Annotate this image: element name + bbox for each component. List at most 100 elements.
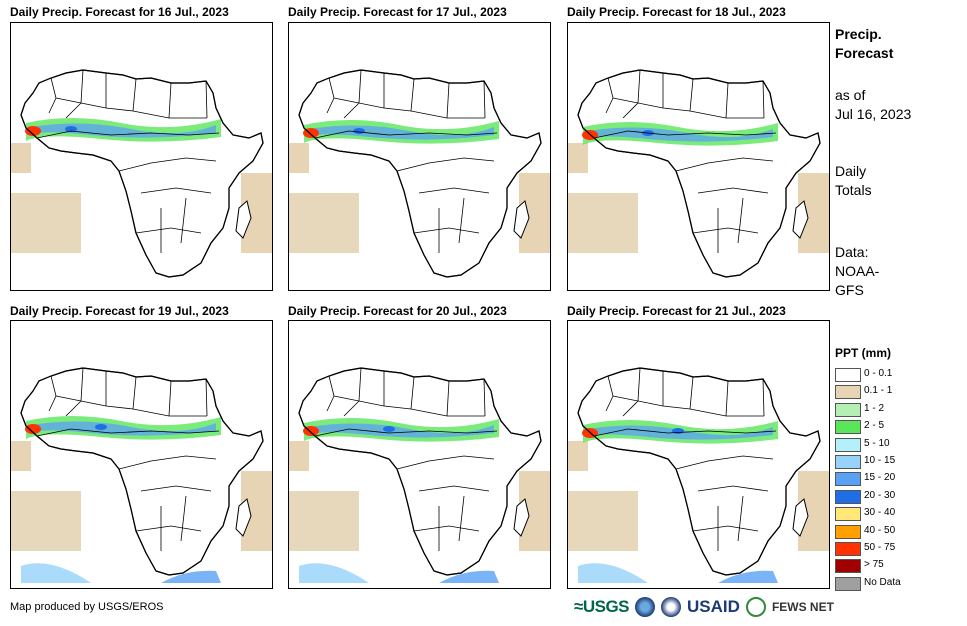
country-border: [762, 80, 765, 119]
country-border: [692, 525, 759, 532]
legend-swatch: [835, 576, 861, 591]
country-border: [689, 376, 694, 410]
coastline: [20, 367, 264, 576]
fews-net-logo: FEWS NET: [771, 600, 834, 614]
southern-rain: [439, 570, 499, 583]
country-border: [446, 380, 450, 417]
intense-rain-spot: [95, 424, 107, 430]
legend-swatch: [835, 454, 861, 469]
agency-logos: ≈USGS USAID FEWS NET: [574, 596, 834, 618]
country-border: [612, 97, 764, 119]
usaid-logo: USAID: [687, 597, 740, 616]
country-border: [483, 80, 486, 119]
coastline: [577, 367, 821, 576]
legend-swatch: [835, 524, 861, 539]
intense-rain-spot: [383, 426, 395, 432]
map-panel-3: [567, 22, 830, 291]
side-heading: Precip. Forecast: [835, 26, 894, 61]
legend-swatch: [835, 507, 861, 522]
country-border: [314, 130, 498, 139]
country-border: [205, 378, 208, 417]
madagascar-outline: [513, 200, 530, 239]
country-border: [446, 82, 450, 119]
fews-globe-icon: [745, 597, 766, 617]
madagascar-outline: [513, 498, 530, 537]
legend-label: 10 - 15: [864, 454, 896, 466]
country-border: [168, 380, 172, 417]
country-border: [135, 525, 202, 532]
country-border: [180, 495, 187, 542]
country-border: [418, 485, 490, 492]
map-panel-6: [567, 320, 830, 589]
light-precip-area: [289, 441, 309, 471]
panel-title-5: Daily Precip. Forecast for 20 Jul., 2023: [288, 304, 507, 318]
madagascar-outline: [792, 200, 809, 239]
legend-label: 30 - 40: [864, 507, 896, 519]
country-border: [458, 197, 465, 244]
country-border: [180, 197, 187, 244]
intense-rain-spot: [353, 128, 365, 134]
country-border: [396, 455, 495, 470]
light-precip-area: [11, 441, 31, 471]
country-border: [205, 80, 208, 119]
country-border: [36, 428, 220, 437]
panel-title-4: Daily Precip. Forecast for 19 Jul., 2023: [10, 304, 229, 318]
map-panel-1: [10, 22, 273, 291]
country-border: [697, 187, 769, 194]
country-border: [483, 378, 486, 417]
light-precip-area: [289, 193, 359, 253]
light-precip-area: [568, 441, 588, 471]
country-border: [762, 378, 765, 417]
country-border: [675, 455, 774, 470]
light-precip-area: [11, 193, 81, 253]
light-precip-area: [568, 491, 638, 551]
southern-rain: [578, 563, 648, 583]
madagascar-outline: [235, 200, 252, 239]
legend-swatch: [835, 541, 861, 556]
country-border: [118, 455, 217, 470]
madagascar-outline: [235, 498, 252, 537]
legend-swatch: [835, 368, 861, 382]
legend-swatch: [835, 559, 861, 574]
legend-swatch: [835, 437, 861, 452]
country-border: [132, 78, 137, 112]
country-border: [413, 227, 480, 234]
legend-swatch: [835, 402, 861, 417]
legend-label: 50 - 75: [864, 541, 896, 553]
side-data-source: Data: NOAA- GFS: [835, 244, 880, 298]
country-border: [725, 82, 729, 119]
coastline: [298, 69, 542, 278]
usgs-logo: ≈USGS: [574, 597, 630, 616]
country-border: [697, 485, 769, 492]
legend-label: No Data: [864, 576, 901, 588]
country-border: [118, 157, 217, 172]
panel-title-6: Daily Precip. Forecast for 21 Jul., 2023: [567, 304, 786, 318]
country-border: [410, 78, 415, 112]
madagascar-outline: [792, 498, 809, 537]
coastline: [298, 367, 542, 576]
legend-label: 15 - 20: [864, 472, 896, 484]
country-border: [737, 197, 744, 244]
map-panel-5: [288, 320, 551, 589]
country-border: [593, 130, 777, 139]
coastline: [577, 69, 821, 278]
country-border: [168, 82, 172, 119]
map-panel-4: [10, 320, 273, 589]
light-precip-area: [568, 193, 638, 253]
panel-title-3: Daily Precip. Forecast for 18 Jul., 2023: [567, 5, 786, 19]
legend-label: 5 - 10: [864, 437, 890, 449]
heavy-rain-band: [309, 423, 494, 438]
country-border: [410, 376, 415, 410]
legend-swatch: [835, 489, 861, 504]
noaa-seal-icon: [635, 597, 656, 617]
coastline: [20, 69, 264, 278]
legend-label: 2 - 5: [864, 420, 885, 432]
side-asof: as of Jul 16, 2023: [835, 87, 912, 122]
country-border: [737, 495, 744, 542]
light-precip-area: [11, 491, 81, 551]
light-precip-area: [11, 143, 31, 173]
legend-label: 0 - 0.1: [864, 368, 893, 379]
country-border: [675, 157, 774, 172]
country-border: [132, 376, 137, 410]
state-seal-icon: [661, 597, 682, 617]
